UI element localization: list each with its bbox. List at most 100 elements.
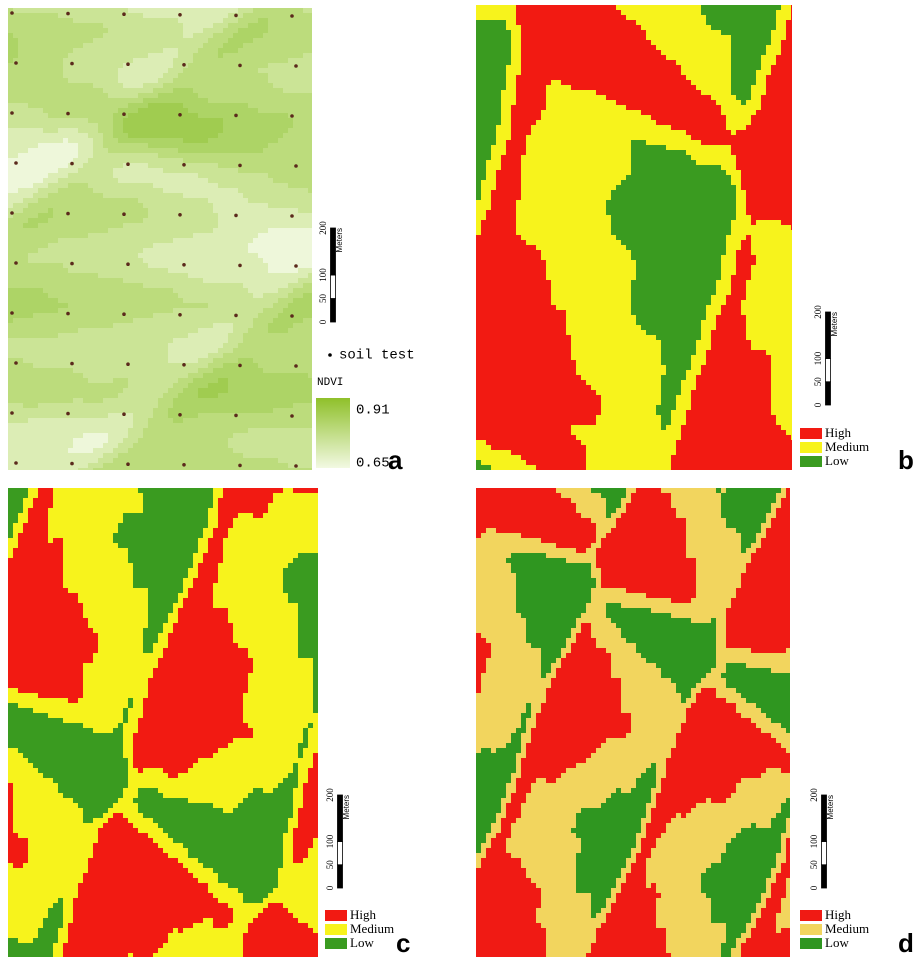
map-cell (536, 713, 631, 718)
map-cell (551, 683, 621, 688)
map-cell (491, 200, 516, 205)
map-cell (8, 228, 108, 233)
map-cell (706, 305, 721, 310)
map-cell (481, 683, 551, 688)
map-cell (696, 573, 741, 578)
map-cell (636, 488, 661, 493)
map-cell (616, 788, 621, 793)
map-cell (486, 175, 496, 180)
map-cell (756, 923, 776, 928)
map-cell (771, 375, 792, 380)
map-cell (313, 683, 318, 688)
map-cell (531, 643, 566, 648)
map-cell (556, 658, 561, 663)
map-cell (133, 733, 253, 738)
map-cell (751, 240, 792, 245)
map-cell (661, 778, 741, 783)
map-cell (696, 583, 741, 588)
map-cell (8, 673, 83, 678)
map-cell (731, 838, 781, 843)
map-cell (476, 155, 491, 160)
map-cell (521, 863, 576, 868)
map-cell (686, 713, 741, 718)
map-cell (476, 110, 501, 115)
map-cell (601, 923, 656, 928)
map-cell (786, 493, 790, 498)
map-cell (606, 648, 636, 653)
map-cell (298, 623, 318, 628)
map-cell (183, 103, 248, 108)
map-cell (661, 833, 736, 838)
map-cell (726, 115, 751, 120)
map-cell (73, 438, 108, 443)
map-cell (491, 205, 516, 210)
map-cell (561, 648, 571, 653)
map-cell (8, 828, 13, 833)
map-cell (766, 350, 792, 355)
map-cell (671, 503, 721, 508)
map-cell (68, 923, 193, 928)
map-cell (283, 863, 318, 868)
map-cell (293, 913, 318, 918)
map-cell (313, 668, 318, 673)
map-cell (741, 948, 790, 953)
map-cell (213, 208, 298, 213)
map-cell (163, 83, 273, 88)
map-cell (28, 843, 93, 848)
map-cell (751, 823, 756, 828)
map-cell (13, 793, 63, 798)
map-cell (218, 513, 238, 518)
map-cell (8, 258, 28, 263)
map-cell (486, 210, 516, 215)
map-cell (138, 803, 213, 808)
map-cell (591, 908, 601, 913)
map-cell (253, 728, 303, 733)
map-cell (686, 553, 751, 558)
map-cell (621, 513, 676, 518)
map-cell (476, 688, 481, 693)
map-cell (616, 883, 621, 888)
map-cell (253, 668, 313, 673)
map-cell (646, 813, 651, 818)
map-cell (98, 633, 143, 638)
map-cell (283, 838, 293, 843)
map-cell (173, 398, 312, 403)
map-cell (776, 25, 786, 30)
map-cell (776, 498, 781, 503)
map-cell (631, 788, 651, 793)
map-cell (143, 258, 263, 263)
map-cell (741, 185, 792, 190)
map-cell (706, 893, 761, 898)
map-cell (128, 953, 133, 957)
map-cell (113, 128, 123, 133)
map-cell (213, 893, 243, 898)
map-cell (476, 848, 481, 853)
map-cell (218, 348, 233, 353)
map-cell (731, 90, 751, 95)
scale-label: 100 (325, 834, 335, 848)
map-cell (476, 185, 481, 190)
map-cell (263, 148, 312, 153)
map-cell (606, 603, 621, 608)
map-cell (701, 330, 711, 335)
map-cell (531, 708, 541, 713)
map-cell (8, 188, 18, 193)
map-cell (676, 445, 792, 450)
map-cell (223, 43, 243, 48)
map-cell (8, 863, 13, 868)
map-cell (476, 863, 481, 868)
map-cell (746, 928, 751, 933)
soil-test-point (66, 212, 70, 216)
map-cell (691, 365, 701, 370)
map-cell (726, 698, 746, 703)
map-cell (123, 123, 223, 128)
map-cell (8, 573, 63, 578)
map-cell (13, 798, 73, 803)
map-cell (741, 310, 792, 315)
map-cell (148, 833, 168, 838)
map-cell (726, 295, 746, 300)
map-cell (476, 210, 486, 215)
map-cell (721, 488, 726, 493)
map-cell (581, 628, 591, 633)
map-cell (298, 638, 318, 643)
